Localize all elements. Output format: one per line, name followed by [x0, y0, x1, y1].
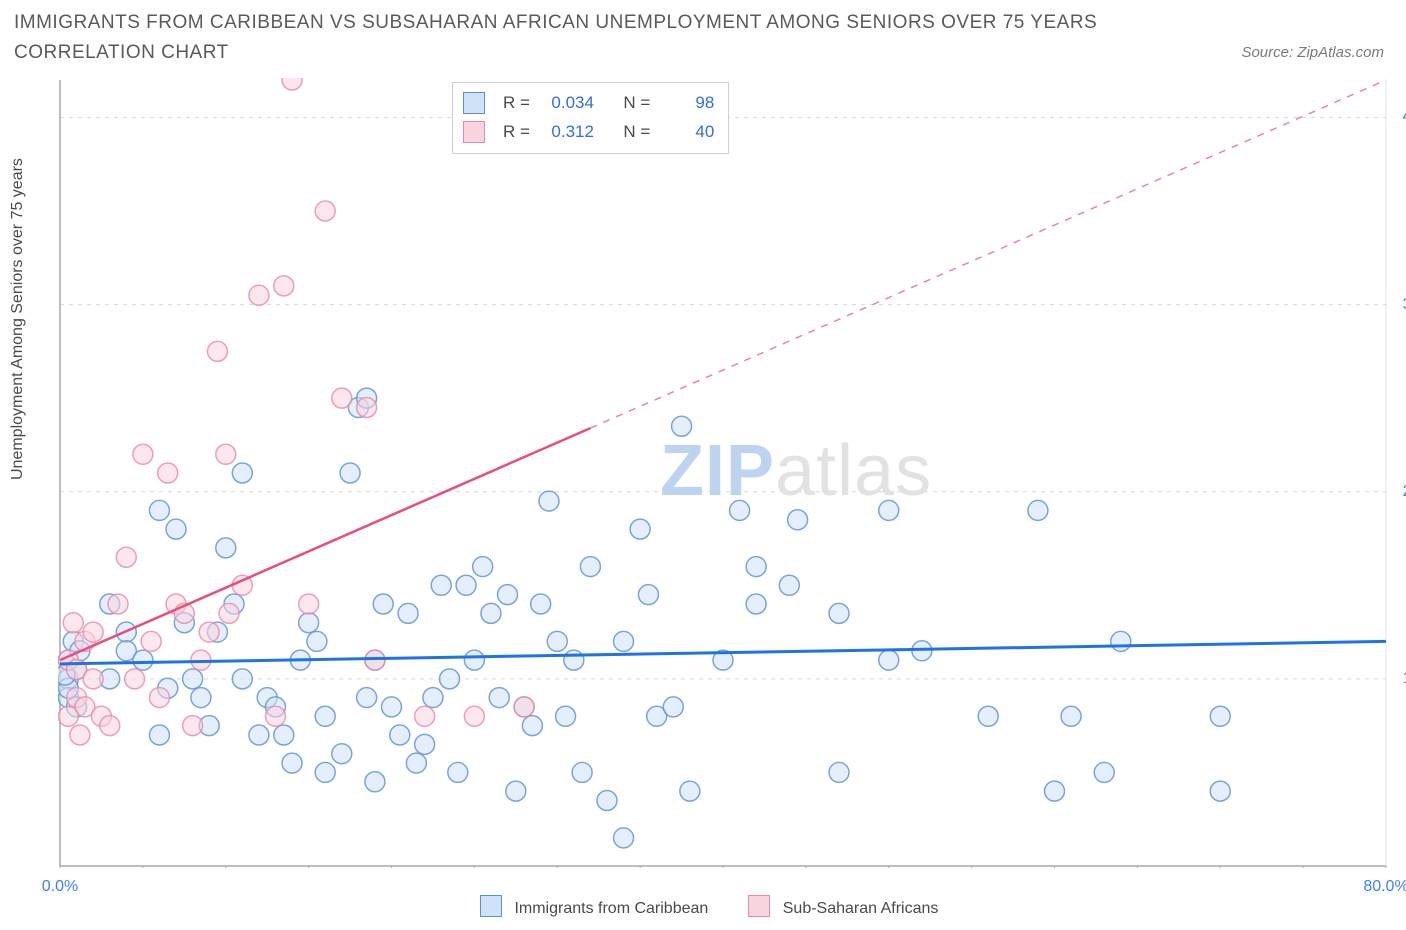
- source-credit: Source: ZipAtlas.com: [1241, 44, 1384, 61]
- n-value-caribbean: 98: [660, 89, 714, 118]
- y-tick-label: 30.0%: [1403, 296, 1406, 314]
- n-label: N =: [623, 89, 650, 118]
- legend-label-subsaharan: Sub-Saharan Africans: [783, 900, 939, 917]
- legend-label-caribbean: Immigrants from Caribbean: [514, 900, 708, 917]
- chart-title: IMMIGRANTS FROM CARIBBEAN VS SUBSAHARAN …: [14, 8, 1114, 69]
- legend-item-subsaharan: Sub-Saharan Africans: [748, 895, 938, 918]
- y-tick-label: 20.0%: [1403, 483, 1406, 501]
- bottom-legend: Immigrants from Caribbean Sub-Saharan Af…: [480, 895, 938, 918]
- n-label: N =: [623, 118, 650, 147]
- y-tick-label: 10.0%: [1403, 670, 1406, 688]
- x-tick-label: 80.0%: [1363, 878, 1406, 896]
- plot-svg: [58, 78, 1388, 868]
- scatter-plot: 10.0%20.0%30.0%40.0%0.0%80.0%: [58, 78, 1388, 868]
- r-value-subsaharan: 0.312: [540, 118, 594, 147]
- y-tick-label: 40.0%: [1403, 108, 1406, 126]
- correlation-legend: R = 0.034 N = 98 R = 0.312 N = 40: [452, 82, 729, 154]
- n-value-subsaharan: 40: [660, 118, 714, 147]
- swatch-caribbean: [463, 92, 485, 114]
- swatch-subsaharan-bottom: [748, 895, 770, 917]
- legend-row-subsaharan: R = 0.312 N = 40: [463, 118, 714, 147]
- legend-row-caribbean: R = 0.034 N = 98: [463, 89, 714, 118]
- swatch-caribbean-bottom: [480, 895, 502, 917]
- legend-item-caribbean: Immigrants from Caribbean: [480, 895, 708, 918]
- r-label: R =: [503, 118, 530, 147]
- r-value-caribbean: 0.034: [540, 89, 594, 118]
- r-label: R =: [503, 89, 530, 118]
- swatch-subsaharan: [463, 121, 485, 143]
- x-tick-label: 0.0%: [42, 878, 78, 896]
- y-axis-label: Unemployment Among Seniors over 75 years: [9, 158, 27, 480]
